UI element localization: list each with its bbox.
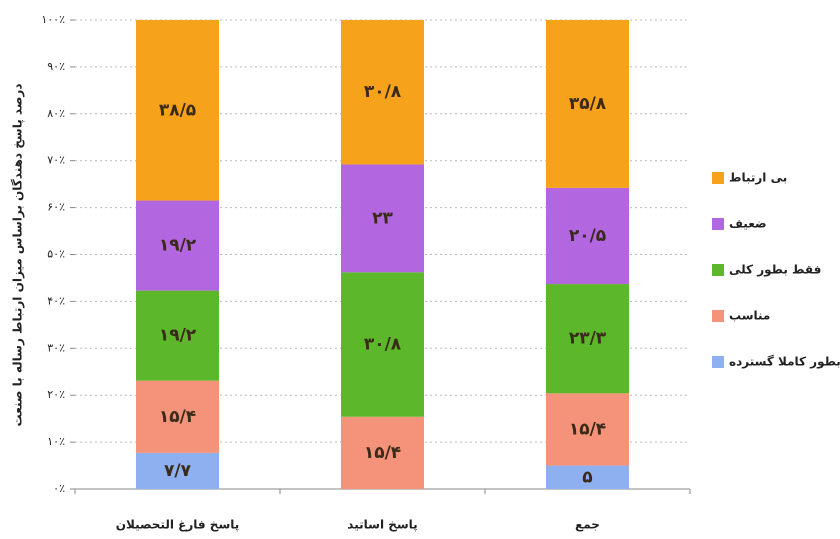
value-label: ۲۳/۳: [569, 329, 607, 349]
bar-segment: [136, 452, 219, 489]
bar-segment: [136, 20, 219, 201]
y-tick-label: ۰٪: [53, 482, 65, 495]
value-label: ۱۵/۴: [159, 407, 196, 427]
bar-segment: [136, 380, 219, 453]
y-tick-label: ۸۰٪: [47, 107, 65, 120]
legend-swatch: [712, 264, 724, 276]
bar-segment: [341, 20, 424, 165]
x-tick-label: جمع: [575, 518, 600, 532]
bar-segment: [546, 284, 629, 394]
legend-label: فقط بطور کلی: [729, 263, 821, 278]
value-label: ۱۵/۴: [364, 443, 401, 463]
value-label: ۱۵/۴: [569, 419, 606, 439]
y-tick-label: ۴۰٪: [47, 294, 65, 307]
bar-segment: [546, 393, 629, 466]
value-label: ۳۵/۸: [569, 94, 607, 114]
y-tick-label: ۵۰٪: [47, 248, 65, 261]
legend-label: بطور کاملا گسترده: [729, 355, 840, 370]
value-label: ۲۰/۵: [569, 226, 606, 246]
bar-segment: [341, 272, 424, 417]
legend-label: بی ارتباط: [729, 171, 787, 185]
legend-label: ضعیف: [729, 217, 767, 231]
legend-swatch: [712, 356, 724, 368]
value-label: ۷/۷: [164, 461, 192, 481]
x-tick-label: پاسخ فارغ التحصیلان: [116, 518, 240, 532]
value-label: ۳۰/۸: [364, 82, 402, 102]
y-tick-label: ۳۰٪: [47, 341, 65, 354]
legend-swatch: [712, 218, 724, 230]
value-label: ۱۹/۲: [159, 326, 197, 346]
value-label: ۲۳: [372, 208, 393, 228]
bar-segment: [546, 20, 629, 188]
x-tick-label: پاسخ اساتید: [347, 518, 417, 532]
y-tick-label: ۹۰٪: [47, 60, 65, 73]
legend-label: مناسب: [729, 309, 770, 323]
y-tick-label: ۷۰٪: [47, 154, 65, 167]
legend-swatch: [712, 172, 724, 184]
value-label: ۳۰/۸: [364, 335, 402, 355]
bar-segment: [546, 187, 629, 285]
bar-segment: [136, 200, 219, 291]
y-tick-label: ۲۰٪: [47, 388, 65, 401]
bar-segment: [546, 465, 629, 489]
y-tick-label: ۱۰٪: [47, 435, 65, 448]
bar-segment: [136, 290, 219, 381]
bar-segment: [341, 164, 424, 273]
value-label: ۵: [582, 467, 592, 487]
value-label: ۱۹/۲: [159, 236, 197, 256]
y-axis-label: درصد پاسخ دهندگان براساس میزان ارتباط رس…: [11, 84, 25, 427]
bar-segment: [341, 416, 424, 489]
legend-swatch: [712, 310, 724, 322]
y-tick-label: ۱۰۰٪: [41, 13, 65, 26]
y-tick-label: ۶۰٪: [47, 201, 65, 214]
value-label: ۳۸/۵: [159, 100, 196, 120]
